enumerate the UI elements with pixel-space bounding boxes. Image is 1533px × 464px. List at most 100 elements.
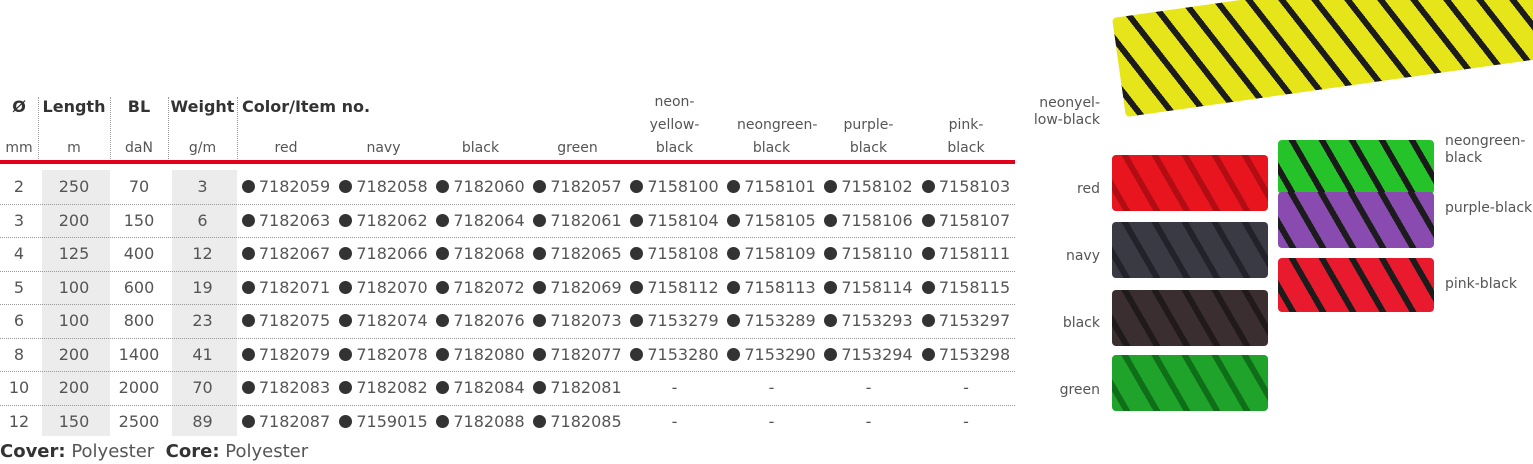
table-cell: 7182073 — [529, 304, 626, 337]
table-cell: 5 — [0, 271, 38, 304]
core: Polyester — [225, 441, 309, 462]
cell-text: 7158112 — [647, 277, 719, 297]
bullet — [436, 381, 450, 394]
rope-label: neongreen-black — [1445, 133, 1526, 166]
cell-text: 7182059 — [258, 177, 331, 196]
rope-swatch — [1278, 140, 1434, 194]
table-cell: 7158112 — [626, 271, 723, 304]
cell-text: 7158107 — [938, 210, 1011, 230]
bullet — [339, 280, 353, 294]
cell-text: 7158105 — [744, 210, 816, 230]
cell-text: - — [963, 378, 969, 397]
color-group-header: Color/Item no. — [242, 97, 371, 116]
cell-text: 7158111 — [938, 244, 1011, 263]
row-divider — [0, 404, 1015, 406]
cell-text: 89 — [192, 411, 213, 431]
table-cell: 7182060 — [432, 170, 529, 203]
table-cell: 7158110 — [820, 237, 917, 270]
cell-text: 7153279 — [647, 311, 719, 330]
bullet — [921, 247, 935, 260]
cell-text: 4 — [13, 244, 25, 263]
bullet — [241, 180, 255, 193]
rope-label: red — [1077, 181, 1100, 197]
table-cell: 7182079 — [237, 338, 335, 371]
bullet — [533, 414, 547, 428]
rope-swatch — [1112, 0, 1533, 118]
table-cell: 7182077 — [529, 338, 626, 371]
table-cell: 150 — [38, 405, 110, 438]
bullet — [241, 381, 255, 394]
column-unit: g/m — [188, 140, 217, 156]
table-cell: - — [723, 371, 820, 404]
bullet — [533, 247, 547, 260]
color-header: red — [274, 140, 298, 156]
cell-text: 150 — [123, 210, 155, 230]
table-cell: 7159015 — [335, 405, 432, 438]
table-cell: 2500 — [110, 405, 168, 438]
cell-text: 7158108 — [647, 244, 719, 263]
column-unit: m — [67, 140, 81, 156]
cell-text: 1400 — [118, 344, 160, 364]
bullet — [630, 280, 644, 294]
cell-text: 7182078 — [356, 344, 428, 364]
cell-text: 7182057 — [550, 177, 622, 196]
table-cell: 7158103 — [917, 170, 1015, 203]
bullet — [241, 347, 255, 361]
table-cell: 7182084 — [432, 371, 529, 404]
bullet — [727, 314, 741, 327]
cell-text: 7182072 — [453, 277, 525, 297]
cell-text: 200 — [58, 344, 90, 364]
cell-text: 7182075 — [258, 311, 331, 330]
cell-text: 12 — [192, 244, 213, 263]
table-cell: 7158101 — [723, 170, 820, 203]
table-cell: 7182059 — [237, 170, 335, 203]
cell-text: 7158115 — [938, 277, 1011, 297]
rope-swatch — [1112, 222, 1268, 278]
table-cell: 2000 — [110, 371, 168, 404]
table-cell: 7182083 — [237, 371, 335, 404]
table-cell: 19 — [168, 271, 237, 304]
cell-text: 7153280 — [647, 344, 719, 364]
cell-text: 7182066 — [356, 244, 428, 263]
cell-text: 5 — [13, 277, 25, 297]
table-cell: 7158113 — [723, 271, 820, 304]
table-cell: 7182075 — [237, 304, 335, 337]
rope-swatch — [1112, 155, 1268, 211]
cell-text: 2 — [13, 177, 25, 196]
table-cell: 12 — [168, 237, 237, 270]
table-cell: 7182064 — [432, 204, 529, 237]
bullet — [436, 247, 450, 260]
table-cell: - — [820, 405, 917, 438]
table-cell: 7182071 — [237, 271, 335, 304]
table-cell: 7182074 — [335, 304, 432, 337]
rope-label: neonyel-low-black — [1033, 95, 1100, 128]
bullet — [727, 213, 741, 227]
cell-text: 7182087 — [258, 411, 331, 431]
table-cell: 7182062 — [335, 204, 432, 237]
bullet — [533, 381, 547, 394]
cell-text: 7158109 — [744, 244, 816, 263]
row-divider — [0, 237, 1015, 238]
cell-text: 7182080 — [453, 344, 525, 364]
cell-text: 7158113 — [744, 277, 816, 297]
table-cell: 7158105 — [723, 204, 820, 237]
table-cell: 7158107 — [917, 204, 1015, 237]
color-header: black — [461, 140, 500, 156]
table-cell: 7182087 — [237, 405, 335, 438]
cell-text: 7153297 — [938, 311, 1011, 330]
table-cell: 7182057 — [529, 170, 626, 203]
cover-label: Cover: — [0, 441, 66, 462]
column-divider — [38, 97, 39, 159]
bullet — [436, 180, 450, 193]
cell-text: - — [671, 411, 678, 431]
cell-text: - — [671, 378, 678, 397]
table-cell: 7153279 — [626, 304, 723, 337]
bullet — [436, 213, 450, 227]
cell-text: 7182079 — [258, 344, 331, 364]
cell-text: 7182077 — [550, 344, 622, 364]
table-cell: 200 — [38, 371, 110, 404]
cell-text: 7182073 — [550, 311, 622, 330]
color-header: green — [557, 140, 598, 156]
table-cell: 7182072 — [432, 271, 529, 304]
